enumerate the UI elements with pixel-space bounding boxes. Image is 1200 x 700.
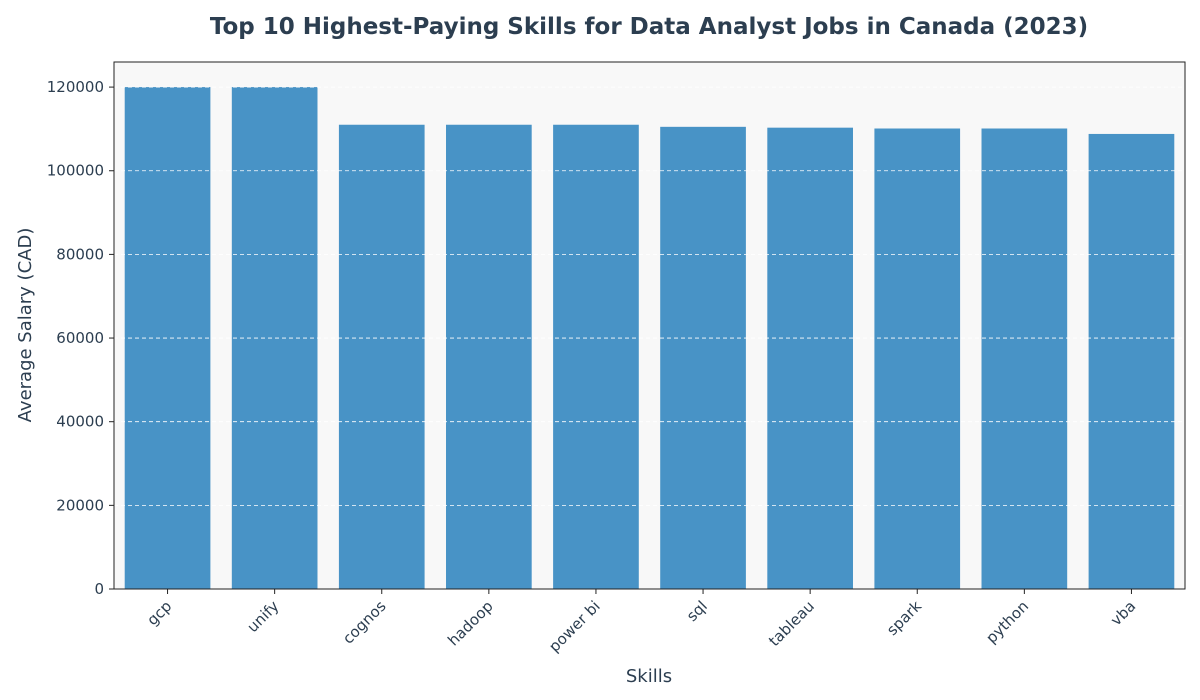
- x-tick-label: vba: [1107, 597, 1139, 629]
- x-tick-label: sql: [683, 597, 711, 625]
- y-tick-label: 40000: [56, 413, 104, 431]
- bar-hadoop: [446, 124, 532, 589]
- x-axis-ticks: gcp unify cognos hadoop power bi sql tableau sp…: [143, 589, 1139, 656]
- bar-python: [981, 128, 1068, 589]
- chart-title: Top 10 Highest-Paying Skills for Data An…: [210, 14, 1088, 40]
- bars: [114, 86, 1185, 590]
- plot-frame: [113, 61, 1186, 590]
- bar-sql: [660, 126, 746, 589]
- x-tick-label: unify: [244, 597, 283, 636]
- x-tick-label: cognos: [339, 597, 390, 648]
- bar-spark: [874, 128, 961, 589]
- y-tick-label: 60000: [56, 329, 104, 347]
- y-tick-label: 120000: [47, 78, 104, 96]
- x-axis-label: Skills: [626, 666, 672, 687]
- x-tick-label: tableau: [765, 597, 818, 650]
- x-tick-label: power bi: [545, 597, 604, 656]
- y-axis-label: Average Salary (CAD): [15, 228, 36, 423]
- x-tick-label: gcp: [143, 597, 175, 629]
- bar-tableau: [767, 127, 853, 590]
- y-tick-label: 80000: [56, 245, 104, 263]
- bar-vba: [1088, 133, 1175, 589]
- x-tick-label: spark: [883, 597, 925, 639]
- y-axis-ticks: 0 20000 40000 60000 80000 100000 120000: [47, 78, 114, 598]
- y-tick-label: 0: [94, 580, 104, 598]
- x-tick-label: python: [982, 597, 1032, 647]
- y-tick-label: 100000: [47, 162, 104, 180]
- x-tick-label: hadoop: [444, 597, 496, 649]
- bar-cognos: [338, 124, 425, 589]
- y-tick-label: 20000: [56, 496, 104, 514]
- bar-power-bi: [553, 124, 639, 589]
